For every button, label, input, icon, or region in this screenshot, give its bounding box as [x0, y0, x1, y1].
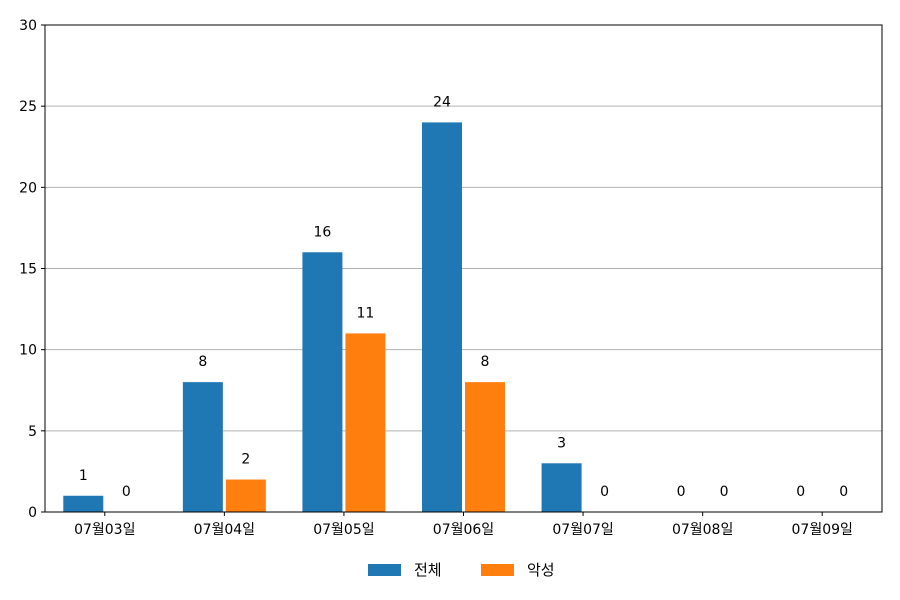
data-label: 1: [79, 468, 88, 484]
x-axis: 07월03일 07월04일 07월05일 07월06일 07월07일 07월08일 07월0…: [74, 512, 853, 538]
y-tick-label: 15: [19, 262, 37, 278]
data-label: 24: [433, 94, 451, 110]
data-label: 8: [198, 354, 207, 370]
bar-total: [182, 382, 223, 512]
data-label: 0: [796, 484, 805, 500]
x-tick-label: 07월04일: [194, 522, 255, 538]
bar-total: [63, 495, 104, 512]
data-label: 2: [241, 452, 250, 468]
x-tick-label: 07월06일: [433, 522, 494, 538]
bar-malicious: [345, 333, 386, 512]
x-tick-label: 07월09일: [792, 522, 853, 538]
legend-label: 전체: [414, 561, 442, 579]
x-tick-label: 07월08일: [672, 522, 733, 538]
grid-lines: [45, 105, 882, 432]
bars: [63, 122, 582, 513]
legend-label: 악성: [527, 561, 555, 579]
data-label: 16: [314, 224, 332, 240]
data-label: 0: [720, 484, 729, 500]
data-label: 0: [600, 484, 609, 500]
bar-total: [422, 122, 462, 513]
legend-swatch: [368, 564, 401, 576]
bar-total: [541, 463, 582, 512]
legend: 전체 악성: [368, 561, 555, 579]
y-tick-label: 20: [19, 180, 37, 196]
y-tick-label: 30: [19, 18, 37, 34]
data-label: 8: [481, 354, 490, 370]
data-labels: 1 0 8 2 16 11 24 8 3 0 0 0 0 0: [79, 94, 848, 500]
y-tick-label: 5: [28, 424, 37, 440]
x-tick-label: 07월03일: [74, 522, 135, 538]
data-label: 0: [677, 484, 686, 500]
data-label: 0: [122, 484, 131, 500]
y-tick-label: 0: [28, 505, 37, 521]
x-tick-label: 07월05일: [313, 522, 374, 538]
y-tick-label: 10: [19, 343, 37, 359]
legend-swatch: [481, 564, 514, 576]
bar-total: [302, 252, 343, 512]
data-label: 3: [557, 435, 566, 451]
data-label: 0: [839, 484, 848, 500]
y-tick-label: 25: [19, 99, 37, 115]
data-label: 11: [357, 305, 375, 321]
x-tick-label: 07월07일: [552, 522, 613, 538]
bar-malicious: [465, 382, 505, 512]
bar-malicious: [225, 479, 266, 512]
y-axis: 0 5 10 15 20 25 30: [19, 18, 45, 521]
